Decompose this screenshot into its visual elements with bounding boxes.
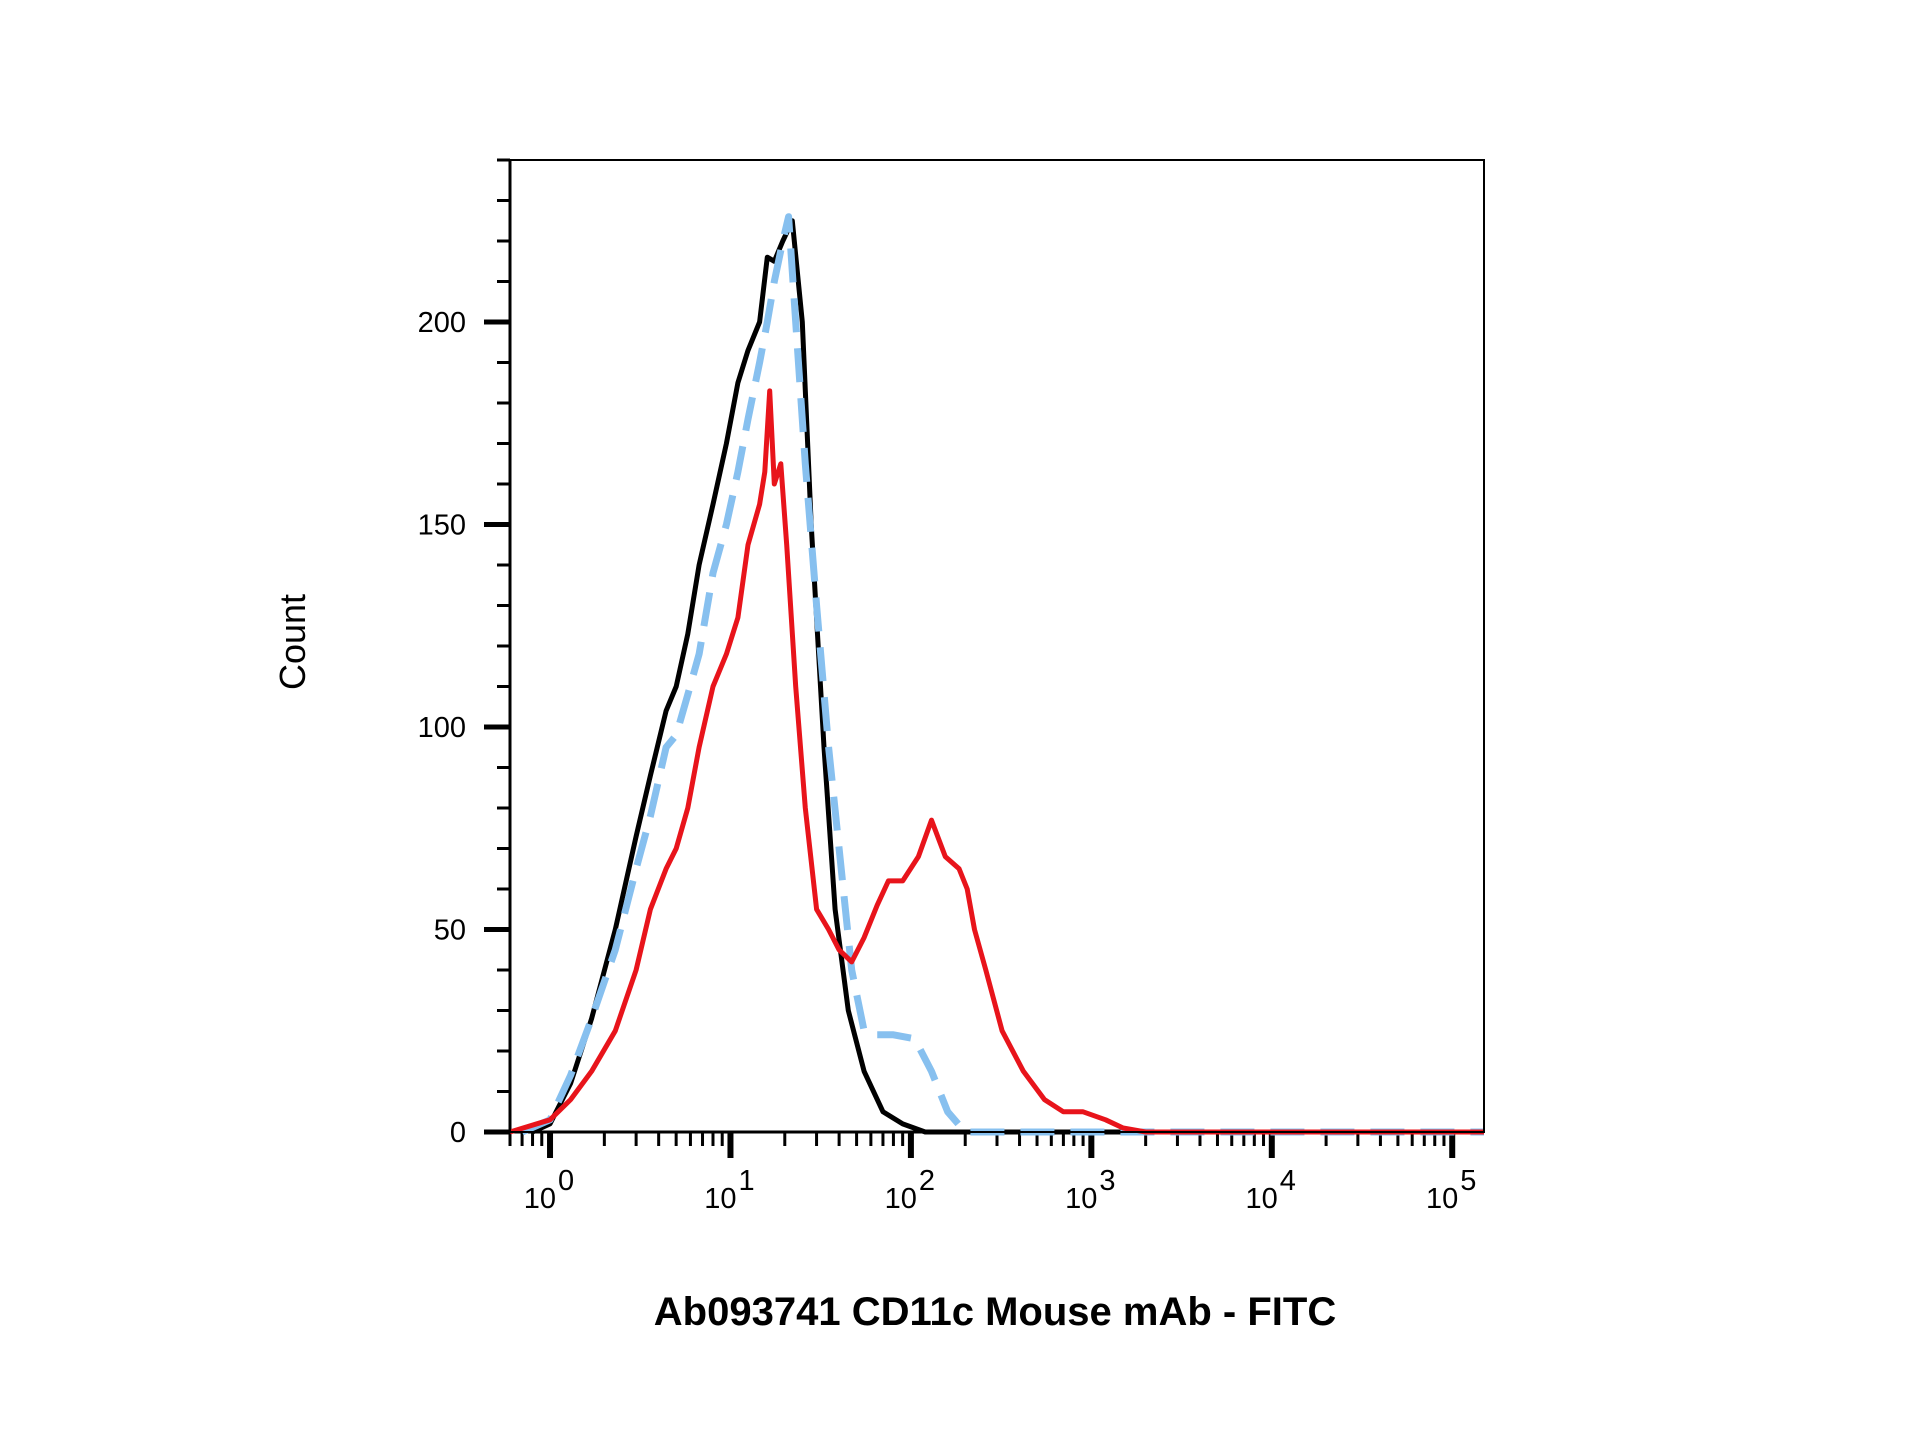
x-tick-label-base: 10: [1426, 1183, 1458, 1215]
x-tick-label-base: 10: [1246, 1183, 1278, 1215]
x-tick-label-exponent: 2: [919, 1165, 935, 1197]
y-tick-label: 0: [450, 1117, 466, 1149]
x-tick-label-base: 10: [704, 1183, 736, 1215]
y-tick-label: 200: [418, 307, 466, 339]
x-tick-label-base: 10: [524, 1183, 556, 1215]
series-line-blue-dashed: [520, 213, 1484, 1136]
x-tick-label: 105: [1426, 1165, 1476, 1215]
x-tick-label-exponent: 5: [1460, 1165, 1476, 1197]
y-tick-label: 50: [434, 915, 466, 947]
x-tick-label: 104: [1246, 1165, 1296, 1215]
x-tick-label-exponent: 3: [1099, 1165, 1115, 1197]
series-group: [509, 213, 1484, 1136]
x-tick-label: 101: [704, 1165, 754, 1215]
x-tick-label: 103: [1065, 1165, 1115, 1215]
x-tick-label-exponent: 0: [558, 1165, 574, 1197]
x-tick-label-base: 10: [1065, 1183, 1097, 1215]
x-tick-label: 100: [524, 1165, 574, 1215]
x-tick-label: 102: [885, 1165, 935, 1215]
x-tick-label-exponent: 4: [1280, 1165, 1296, 1197]
axes-group: [508, 160, 1484, 1134]
plot-frame: [509, 159, 1485, 1133]
x-axis-label: Ab093741 CD11c Mouse mAb - FITC: [654, 1290, 1336, 1334]
y-tick-label: 100: [418, 712, 466, 744]
y-axis-label: Count: [272, 594, 313, 690]
x-tick-label-base: 10: [885, 1183, 917, 1215]
y-tick-label: 150: [418, 510, 466, 542]
series-line-red: [509, 388, 1484, 1135]
x-tick-label-exponent: 1: [738, 1165, 754, 1197]
series-line-black: [531, 218, 1484, 1135]
